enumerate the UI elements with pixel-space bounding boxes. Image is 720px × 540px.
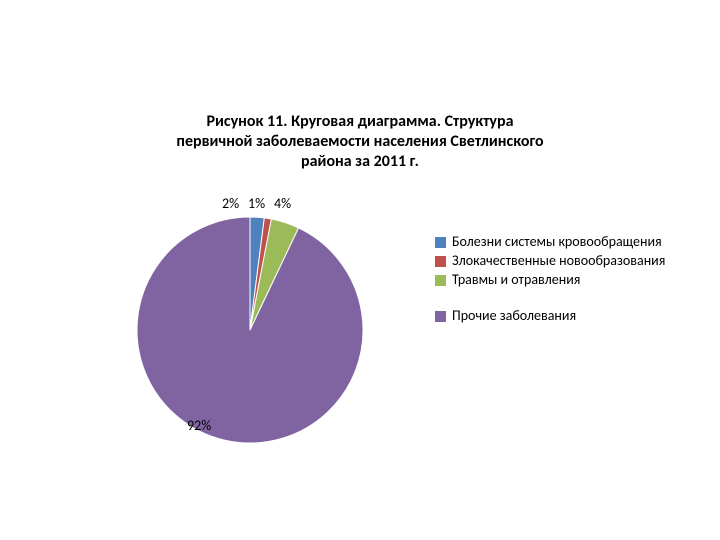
legend-swatch-cancer bbox=[435, 256, 446, 267]
legend-label-trauma: Травмы и отравления bbox=[452, 272, 580, 289]
pie-svg bbox=[135, 215, 365, 445]
legend-item-other: Прочие заболевания bbox=[435, 308, 675, 325]
legend-label-circulation: Болезни системы кровообращения bbox=[452, 234, 662, 251]
legend-item-trauma: Травмы и отравления bbox=[435, 272, 675, 289]
page: Рисунок 11. Круговая диаграмма. Структур… bbox=[0, 0, 720, 540]
chart-title: Рисунок 11. Круговая диаграмма. Структур… bbox=[100, 112, 620, 172]
pie-chart: 2%1%4%92% bbox=[135, 215, 365, 445]
legend-swatch-circulation bbox=[435, 237, 446, 248]
legend-item-cancer: Злокачественные новообразования bbox=[435, 253, 675, 270]
data-label-trauma: 4% bbox=[274, 195, 291, 212]
legend-item-circulation: Болезни системы кровообращения bbox=[435, 234, 675, 251]
title-line-1: Рисунок 11. Круговая диаграмма. Структур… bbox=[100, 112, 620, 132]
title-line-2: первичной заболеваемости населения Светл… bbox=[100, 132, 620, 152]
pie-slice-other bbox=[137, 217, 363, 443]
data-label-circulation: 2% bbox=[222, 195, 239, 212]
title-line-3: района за 2011 г. bbox=[100, 152, 620, 172]
legend-gap bbox=[435, 290, 675, 308]
legend-label-cancer: Злокачественные новообразования bbox=[452, 253, 665, 270]
legend-swatch-other bbox=[435, 311, 446, 322]
data-label-other: 92% bbox=[187, 417, 211, 434]
data-label-cancer: 1% bbox=[248, 195, 265, 212]
legend-swatch-trauma bbox=[435, 275, 446, 286]
legend: Болезни системы кровообращения Злокачеств… bbox=[435, 234, 675, 327]
legend-label-other: Прочие заболевания bbox=[452, 308, 576, 325]
